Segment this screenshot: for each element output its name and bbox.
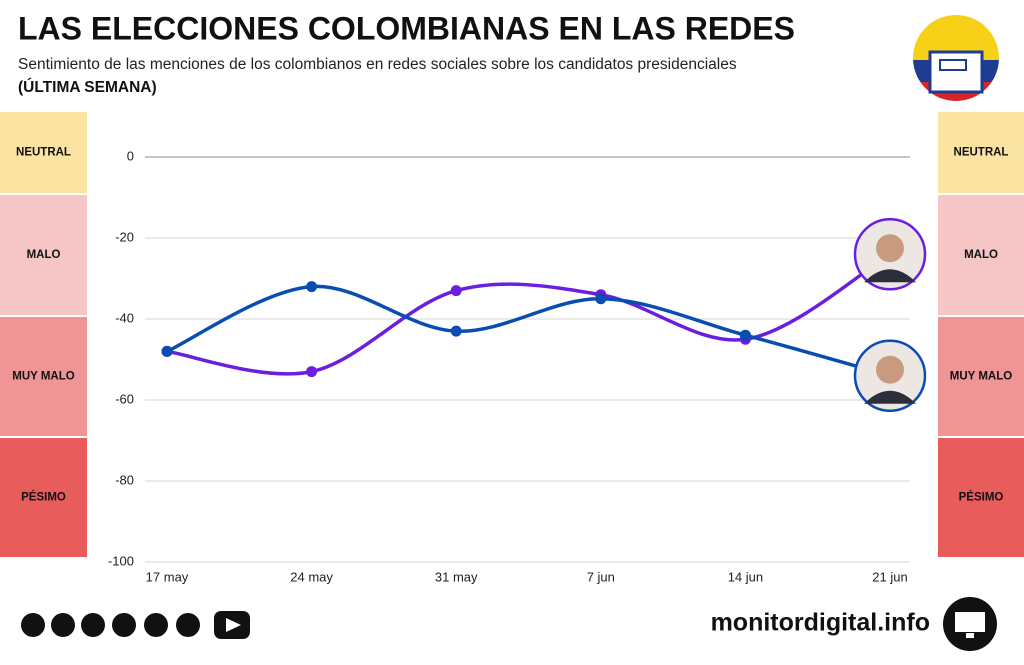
social-icons: [21, 611, 250, 639]
point: [161, 345, 173, 357]
band: [938, 317, 1024, 436]
band-label: MUY MALO: [950, 371, 1012, 383]
y-tick-label: -20: [115, 229, 134, 244]
y-tick-label: -80: [115, 472, 134, 487]
y-tick-label: -100: [108, 553, 134, 568]
plot: 0 -20 -40 -60 -80 -100 17 may 24 may 31 may 7 jun…: [108, 148, 927, 584]
point: [595, 293, 607, 305]
band: [938, 438, 1024, 557]
band: [938, 195, 1024, 315]
chart-subtitle: Sentimiento de las menciones de los colo…: [18, 56, 737, 73]
point: [306, 281, 318, 293]
band: [0, 438, 87, 557]
point: [306, 366, 318, 378]
y-tick-label: -60: [115, 391, 134, 406]
x-tick-label: 14 jun: [728, 569, 763, 584]
chart-title: LAS ELECCIONES COLOMBIANAS EN LAS REDES: [18, 10, 795, 46]
photo-face: [876, 355, 904, 384]
footer-site: monitordigital.info: [711, 609, 930, 637]
band-label: NEUTRAL: [954, 147, 1009, 159]
point: [450, 325, 462, 337]
series-line: [166, 284, 891, 378]
band: [938, 112, 1024, 193]
band: [0, 112, 87, 193]
band-label: PÉSIMO: [959, 491, 1004, 504]
series-line: [166, 252, 891, 376]
y-tick-label: 0: [127, 148, 134, 163]
photo-body: [864, 269, 916, 283]
x-tick-label: 21 jun: [872, 569, 907, 584]
monitor-icon: [943, 597, 997, 651]
x-tick-label: 31 may: [435, 569, 478, 584]
flag-icon: [913, 15, 999, 101]
band-label: MALO: [964, 249, 998, 261]
photo-body: [864, 390, 916, 404]
point: [739, 329, 751, 341]
photo-face: [876, 234, 904, 263]
x-tick-label: 24 may: [290, 569, 333, 584]
band: [0, 317, 87, 436]
y-tick-label: -40: [115, 310, 134, 325]
point: [450, 285, 462, 297]
x-tick-label: 17 may: [146, 569, 189, 584]
period-label: (ÚLTIMA SEMANA): [18, 78, 157, 96]
band-label: MUY MALO: [12, 371, 74, 383]
band: [0, 195, 87, 315]
x-tick-label: 7 jun: [587, 569, 615, 584]
band-column: NEUTRAL NEUTRAL MALO MALO MUY MALO MUY MALO PÉ…: [0, 112, 1024, 557]
band-label: MALO: [27, 249, 61, 261]
band-label: NEUTRAL: [16, 147, 71, 159]
band-label: PÉSIMO: [21, 491, 66, 504]
